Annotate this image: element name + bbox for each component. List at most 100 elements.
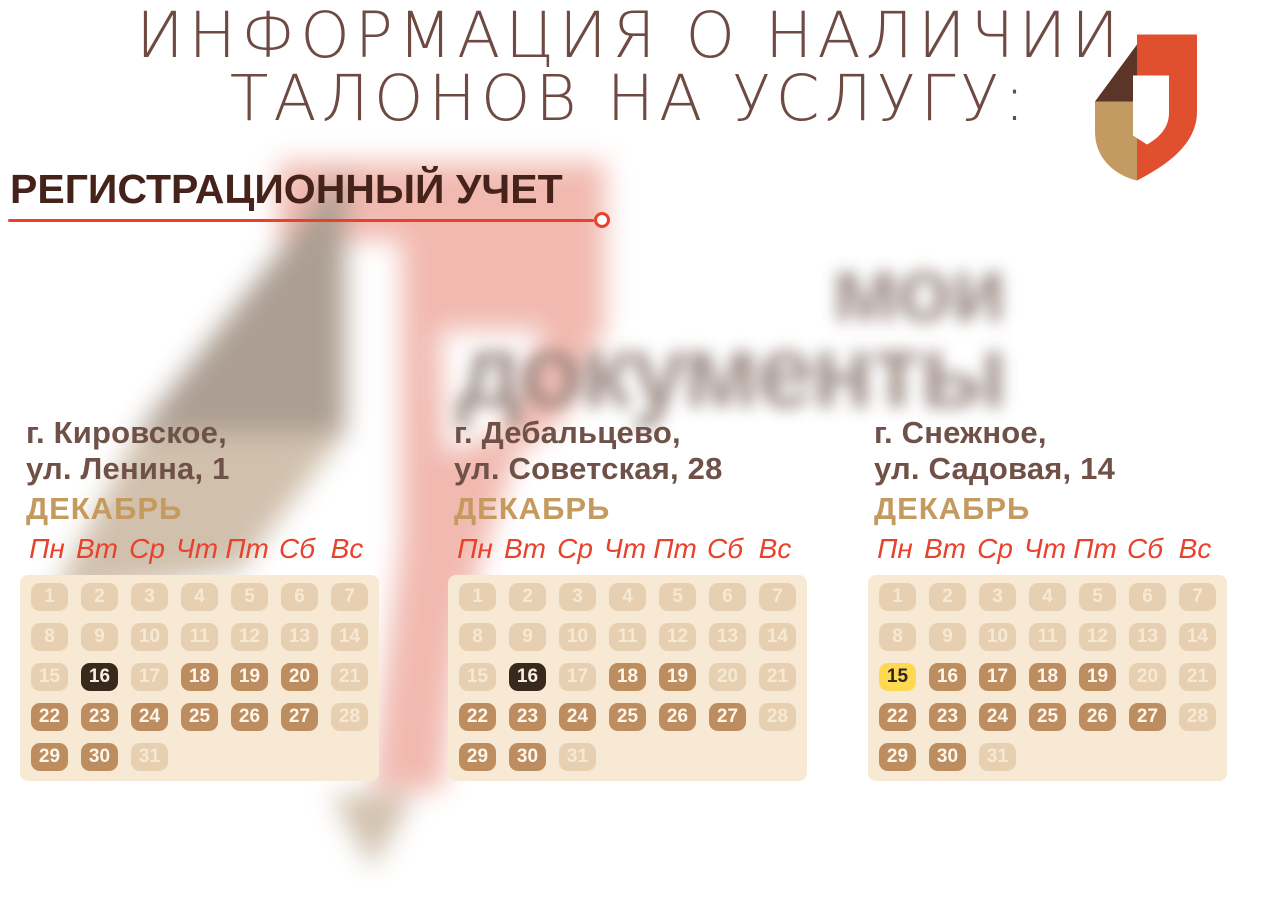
- day-cell: 15: [879, 663, 916, 691]
- section-heading: РЕГИСТРАЦИОННЫЙ УЧЕТ: [10, 166, 563, 212]
- day-cell: 15: [31, 663, 68, 691]
- calendar-month-label: ДЕКАБРЬ: [874, 491, 1031, 526]
- day-cell: 8: [31, 623, 68, 651]
- day-cell: 16: [81, 663, 118, 691]
- day-cell: 24: [559, 703, 596, 731]
- calendar-card: г. Дебальцево, ул. Советская, 28 ДЕКАБРЬ Пн…: [448, 415, 808, 781]
- day-cell: 23: [929, 703, 966, 731]
- calendar-month-label: ДЕКАБРЬ: [454, 491, 611, 526]
- day-cell: 25: [181, 703, 218, 731]
- day-cell: 12: [1079, 623, 1116, 651]
- watermark-text: мои документы: [456, 239, 1008, 431]
- calendar-panel: 1 2 3 4 5 6 7 8 9 10 11 12 13 14 15 16 17 18 19 20 21 22 23 24 2…: [868, 575, 1227, 781]
- calendar-card: г. Снежное, ул. Садовая, 14 ДЕКАБРЬ Пн Вт Ср Ч…: [868, 415, 1228, 781]
- day-cell: 18: [1029, 663, 1066, 691]
- day-cell: 10: [979, 623, 1016, 651]
- day-cell: 11: [1029, 623, 1066, 651]
- day-cell: 7: [759, 583, 796, 611]
- weekday-label: Пн: [877, 533, 913, 564]
- day-cell: 6: [281, 583, 318, 611]
- heading-underline-dot-icon: [594, 212, 610, 228]
- weekday-label: Вт: [924, 533, 966, 564]
- day-cell: 6: [709, 583, 746, 611]
- weekday-row: Пн Вт Ср Чт Пт Сб Вс: [870, 533, 1228, 565]
- day-cell: 7: [331, 583, 368, 611]
- day-cell: 28: [759, 703, 796, 731]
- day-cell: 3: [131, 583, 168, 611]
- calendar-city-label: г. Кировское,: [26, 415, 227, 450]
- day-cell: 11: [181, 623, 218, 651]
- weekday-label: Вт: [504, 533, 546, 564]
- weekday-label: Ср: [129, 533, 165, 564]
- day-cell: 28: [331, 703, 368, 731]
- day-cell: 29: [459, 743, 496, 771]
- day-cell: 22: [459, 703, 496, 731]
- day-cell: 26: [1079, 703, 1116, 731]
- day-cell: 7: [1179, 583, 1216, 611]
- day-cell: 24: [979, 703, 1016, 731]
- weekday-label: Вс: [1178, 533, 1212, 564]
- calendar-address-label: ул. Садовая, 14: [874, 451, 1116, 486]
- day-cell: 27: [709, 703, 746, 731]
- day-cell: 20: [281, 663, 318, 691]
- weekday-label: Чт: [603, 533, 647, 564]
- day-cell: 25: [1029, 703, 1066, 731]
- day-cell: 2: [929, 583, 966, 611]
- calendar-card: г. Кировское, ул. Ленина, 1 ДЕКАБРЬ Пн Вт Ср Ч…: [20, 415, 380, 781]
- day-cell: 31: [979, 743, 1016, 771]
- poster-title-line1: ИНФОРМАЦИЯ О НАЛИЧИИ: [136, 0, 1124, 72]
- day-cell: 15: [459, 663, 496, 691]
- day-cell: 30: [81, 743, 118, 771]
- day-cell: 17: [131, 663, 168, 691]
- poster-title-line2: ТАЛОНОВ НА УСЛУГУ:: [229, 62, 1031, 135]
- day-cell: 6: [1129, 583, 1166, 611]
- weekday-label: Сб: [707, 533, 743, 564]
- day-cell: 26: [659, 703, 696, 731]
- day-cell: 18: [609, 663, 646, 691]
- day-cell: 17: [559, 663, 596, 691]
- calendar-panel: 1 2 3 4 5 6 7 8 9 10 11 12 13 14 15 16 17 18 19 20 21 22 23 24 2…: [448, 575, 807, 781]
- weekday-label: Пн: [457, 533, 493, 564]
- weekday-label: Чт: [1023, 533, 1067, 564]
- day-cell: 9: [509, 623, 546, 651]
- day-cell: 2: [509, 583, 546, 611]
- weekday-label: Ср: [977, 533, 1013, 564]
- day-cell: 27: [281, 703, 318, 731]
- calendar-address-label: ул. Советская, 28: [454, 451, 723, 486]
- weekday-label: Вт: [76, 533, 118, 564]
- day-cell: 1: [459, 583, 496, 611]
- watermark-line1: мои: [831, 239, 1007, 341]
- day-cell: 21: [759, 663, 796, 691]
- day-cell: 9: [81, 623, 118, 651]
- calendar-address-label: ул. Ленина, 1: [26, 451, 230, 486]
- day-cell: 14: [331, 623, 368, 651]
- day-cell: 5: [1079, 583, 1116, 611]
- weekday-label: Пт: [1073, 533, 1117, 564]
- day-cell: 3: [559, 583, 596, 611]
- day-cell: 20: [1129, 663, 1166, 691]
- day-cell: 28: [1179, 703, 1216, 731]
- calendar-panel: 1 2 3 4 5 6 7 8 9 10 11 12 13 14 15 16 17 18 19 20 21 22 23 24 2…: [20, 575, 379, 781]
- day-cell: 5: [659, 583, 696, 611]
- day-cell: 26: [231, 703, 268, 731]
- day-cell: 13: [281, 623, 318, 651]
- weekday-label: Пн: [29, 533, 65, 564]
- day-cell: 31: [559, 743, 596, 771]
- weekday-label: Сб: [1127, 533, 1163, 564]
- day-cell: 5: [231, 583, 268, 611]
- day-cell: 22: [879, 703, 916, 731]
- day-cell: 24: [131, 703, 168, 731]
- day-cell: 30: [929, 743, 966, 771]
- day-cell: 8: [879, 623, 916, 651]
- day-cell: 17: [979, 663, 1016, 691]
- day-cell: 10: [559, 623, 596, 651]
- day-cell: 8: [459, 623, 496, 651]
- weekday-label: Чт: [175, 533, 219, 564]
- day-cell: 25: [609, 703, 646, 731]
- weekday-row: Пн Вт Ср Чт Пт Сб Вс: [450, 533, 808, 565]
- day-cell: 19: [231, 663, 268, 691]
- day-cell: 29: [879, 743, 916, 771]
- watermark-line2: документы: [456, 314, 1008, 431]
- day-cell: 4: [609, 583, 646, 611]
